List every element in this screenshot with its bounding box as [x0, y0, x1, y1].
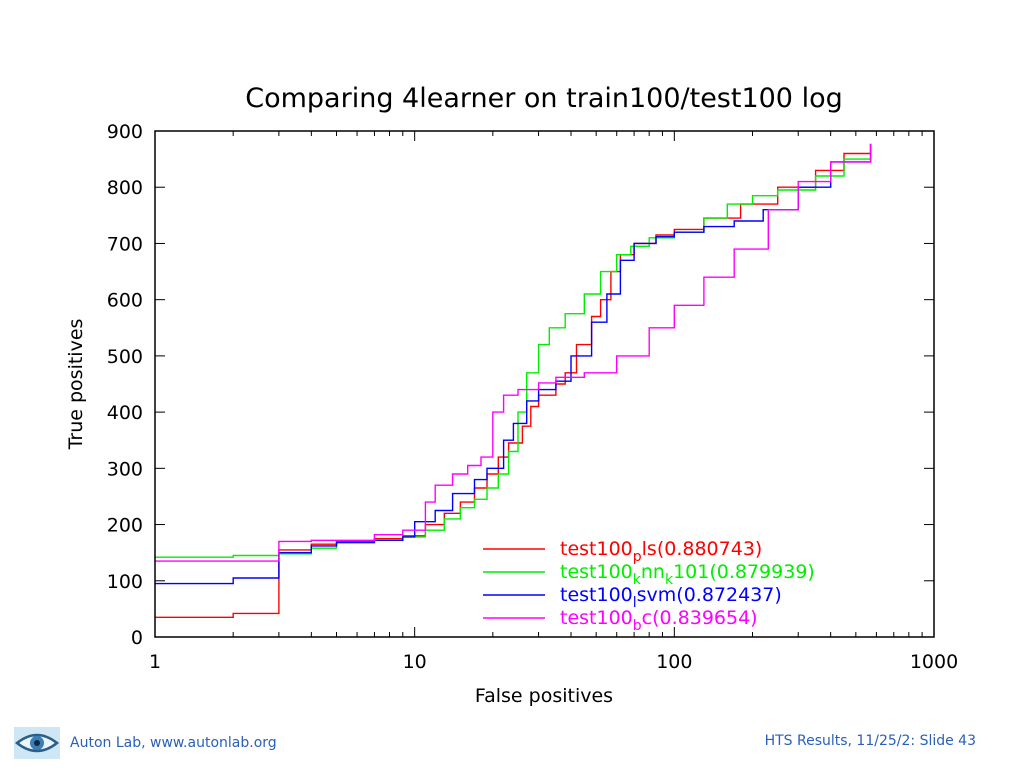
chart-title: Comparing 4learner on train100/test100 l…: [245, 83, 842, 114]
legend-text-part: test100: [560, 584, 633, 606]
x-tick-label: 1: [149, 651, 161, 673]
y-tick-label: 400: [107, 402, 143, 424]
legend-text-part: svm(0.872437): [637, 584, 782, 606]
x-tick-label: 1000: [910, 651, 958, 673]
y-tick-label: 600: [107, 290, 143, 312]
y-tick-label: 0: [131, 627, 143, 649]
y-tick-label: 900: [107, 121, 143, 143]
series-line-3: [155, 143, 872, 562]
legend-text-part: b: [633, 618, 642, 634]
y-tick-label: 800: [107, 177, 143, 199]
series-lines: [155, 143, 872, 618]
tick-labels: 0 100 200 300 400 500 600 700 800 900 1 10 100 1000: [107, 121, 958, 673]
y-tick-label: 300: [107, 458, 143, 480]
legend-text-part: k: [633, 572, 642, 588]
y-tick-label: 200: [107, 515, 143, 537]
eye-icon: [14, 727, 60, 759]
footer-left-text: Auton Lab, www.autonlab.org: [70, 735, 277, 751]
roc-chart: Comparing 4learner on train100/test100 l…: [65, 83, 958, 707]
legend-text-part: k: [665, 572, 674, 588]
legend-text-part: l: [633, 595, 637, 611]
y-tick-label: 100: [107, 571, 143, 593]
legend-label: test100pls(0.880743): [560, 538, 762, 565]
legend-label: test100knnk101(0.879939): [560, 561, 815, 588]
x-axis-label: False positives: [475, 685, 613, 707]
y-axis-label: True positives: [65, 319, 87, 451]
y-tick-label: 500: [107, 346, 143, 368]
footer-right-text: HTS Results, 11/25/2: Slide 43: [764, 733, 976, 749]
legend-text-part: ls(0.880743): [642, 538, 763, 560]
legend-label: test100bc(0.839654): [560, 607, 758, 634]
legend-text-part: test100: [560, 538, 633, 560]
legend-text-part: test100: [560, 561, 633, 583]
y-tick-label: 700: [107, 233, 143, 255]
legend-text-part: c(0.839654): [642, 607, 758, 629]
legend-text-part: test100: [560, 607, 633, 629]
x-tick-label: 100: [656, 651, 692, 673]
legend-text-part: nn: [641, 561, 665, 583]
series-line-2: [155, 143, 872, 585]
legend-text-part: p: [633, 549, 642, 565]
plot-frame: [154, 130, 935, 638]
series-line-1: [155, 143, 872, 558]
legend-label: test100lsvm(0.872437): [560, 584, 782, 611]
legend-text-part: 101(0.879939): [673, 561, 815, 583]
footer-left: Auton Lab, www.autonlab.org: [14, 726, 277, 760]
x-tick-label: 10: [403, 651, 427, 673]
legend: test100pls(0.880743)test100knnk101(0.879…: [483, 538, 815, 634]
